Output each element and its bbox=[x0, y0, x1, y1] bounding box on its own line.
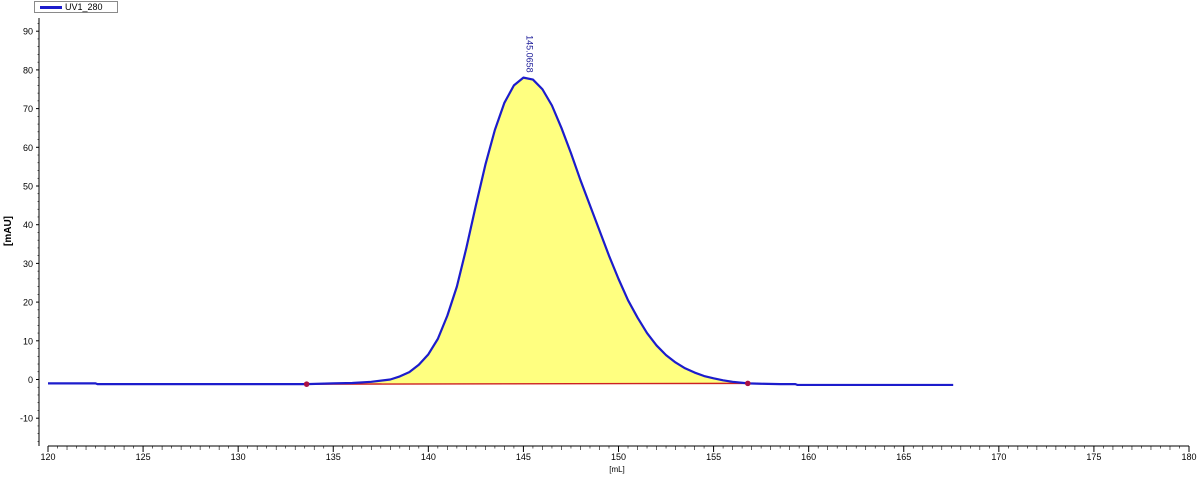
y-tick-label: 30 bbox=[23, 259, 33, 269]
y-tick-label: 40 bbox=[23, 220, 33, 230]
y-tick-label: 20 bbox=[23, 298, 33, 308]
x-axis-label: [mL] bbox=[609, 465, 625, 474]
x-tick-label: 125 bbox=[136, 452, 151, 462]
x-tick-label: 120 bbox=[40, 452, 55, 462]
x-tick-label: 150 bbox=[611, 452, 626, 462]
x-tick-label: 140 bbox=[421, 452, 436, 462]
chart-legend: UV1_280 bbox=[34, 1, 118, 13]
peak-label: 145.0658 bbox=[525, 35, 535, 73]
y-axis-label: [mAU] bbox=[3, 216, 14, 246]
integration-start-marker bbox=[303, 381, 310, 387]
y-tick-label: 10 bbox=[23, 336, 33, 346]
x-tick-label: 135 bbox=[326, 452, 341, 462]
y-tick-label: 60 bbox=[23, 143, 33, 153]
y-tick-label: 90 bbox=[23, 27, 33, 37]
integration-baseline bbox=[306, 382, 748, 385]
x-tick-label: 155 bbox=[706, 452, 721, 462]
x-tick-label: 175 bbox=[1086, 452, 1101, 462]
x-tick-label: 130 bbox=[231, 452, 246, 462]
x-tick-label: 145 bbox=[516, 452, 531, 462]
legend-swatch bbox=[40, 6, 62, 9]
x-tick-label: 160 bbox=[801, 452, 816, 462]
x-tick-label: 180 bbox=[1181, 452, 1196, 462]
y-tick-label: -10 bbox=[20, 414, 33, 424]
series-line-uv1-280 bbox=[48, 76, 954, 387]
y-tick-label: 0 bbox=[28, 375, 33, 385]
y-tick-label: 70 bbox=[23, 104, 33, 114]
legend-label-uv1-280: UV1_280 bbox=[65, 2, 103, 12]
x-tick-label: 170 bbox=[991, 452, 1006, 462]
integration-end-marker bbox=[745, 380, 751, 387]
y-tick-label: 80 bbox=[23, 65, 33, 75]
peak-area-fill bbox=[306, 77, 748, 385]
x-tick-label: 165 bbox=[896, 452, 911, 462]
y-tick-label: 50 bbox=[23, 182, 33, 192]
